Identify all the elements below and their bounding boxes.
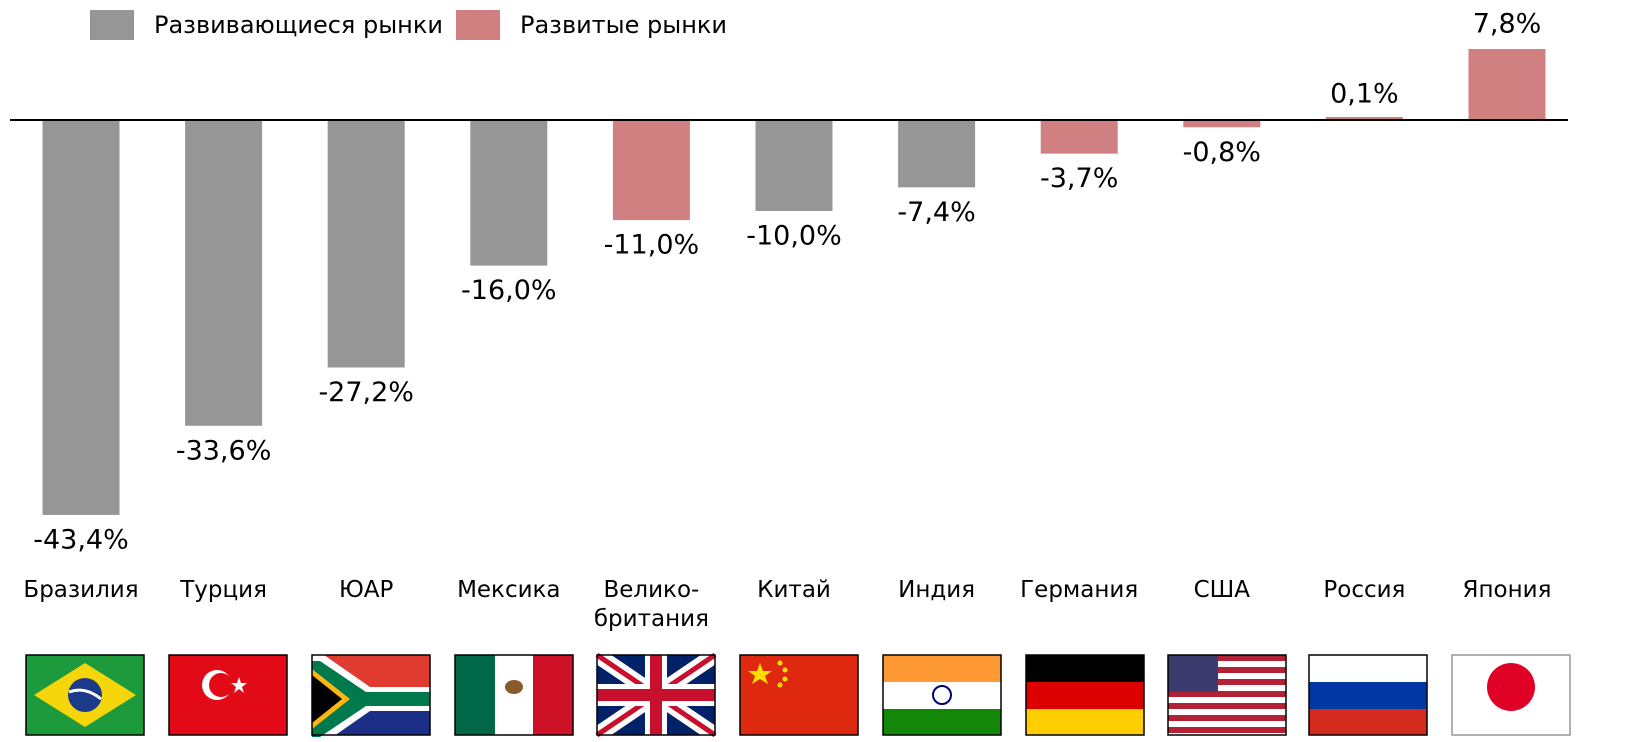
category-label: Россия bbox=[1323, 577, 1406, 603]
data-label: -27,2% bbox=[318, 377, 414, 408]
data-label: -43,4% bbox=[33, 524, 129, 555]
data-label: -0,8% bbox=[1183, 137, 1261, 168]
legend-swatch bbox=[90, 10, 134, 40]
data-label: 7,8% bbox=[1473, 9, 1542, 40]
data-label: 0,1% bbox=[1330, 79, 1399, 110]
bar bbox=[327, 120, 405, 368]
flags bbox=[25, 648, 1571, 742]
category-label: Мексика bbox=[457, 577, 561, 603]
flag-uk bbox=[592, 648, 720, 742]
category-label: США bbox=[1193, 577, 1250, 603]
legend-label: Развитые рынки bbox=[520, 11, 727, 39]
flag-south-africa bbox=[311, 654, 431, 742]
data-label: -7,4% bbox=[897, 197, 975, 228]
category-label: Турция bbox=[180, 577, 267, 603]
flag-usa bbox=[1167, 654, 1287, 736]
legend-label: Развивающиеся рынки bbox=[154, 11, 443, 39]
flag-germany bbox=[1025, 654, 1145, 736]
bar bbox=[612, 120, 690, 221]
data-label: -16,0% bbox=[461, 275, 557, 306]
flag-brazil bbox=[25, 654, 145, 736]
bar bbox=[1468, 49, 1546, 120]
bar bbox=[755, 120, 833, 211]
bar bbox=[1183, 120, 1261, 128]
bar bbox=[1325, 117, 1403, 120]
bar bbox=[470, 120, 548, 266]
category-label: ЮАР bbox=[338, 577, 394, 603]
bar bbox=[42, 120, 120, 515]
flag-japan bbox=[1451, 654, 1571, 736]
category-label: Бразилия bbox=[23, 577, 139, 603]
flag-china bbox=[739, 654, 859, 736]
legend-swatch bbox=[456, 10, 500, 40]
data-label: -11,0% bbox=[604, 230, 700, 261]
flag-mexico bbox=[454, 654, 574, 736]
bar bbox=[185, 120, 263, 426]
data-label: -3,7% bbox=[1040, 163, 1118, 194]
category-label: Япония bbox=[1462, 577, 1552, 603]
bar bbox=[1040, 120, 1118, 154]
category-label: Китай bbox=[757, 577, 831, 603]
category-label: Индия bbox=[898, 577, 976, 603]
data-label: -33,6% bbox=[176, 435, 272, 466]
category-label: Велико- британия bbox=[593, 577, 709, 632]
flag-turkey bbox=[168, 654, 288, 736]
data-label: -10,0% bbox=[746, 221, 842, 252]
flag-russia bbox=[1308, 654, 1428, 736]
flag-india bbox=[882, 654, 1002, 736]
bar bbox=[898, 120, 976, 188]
category-label: Германия bbox=[1020, 577, 1139, 603]
